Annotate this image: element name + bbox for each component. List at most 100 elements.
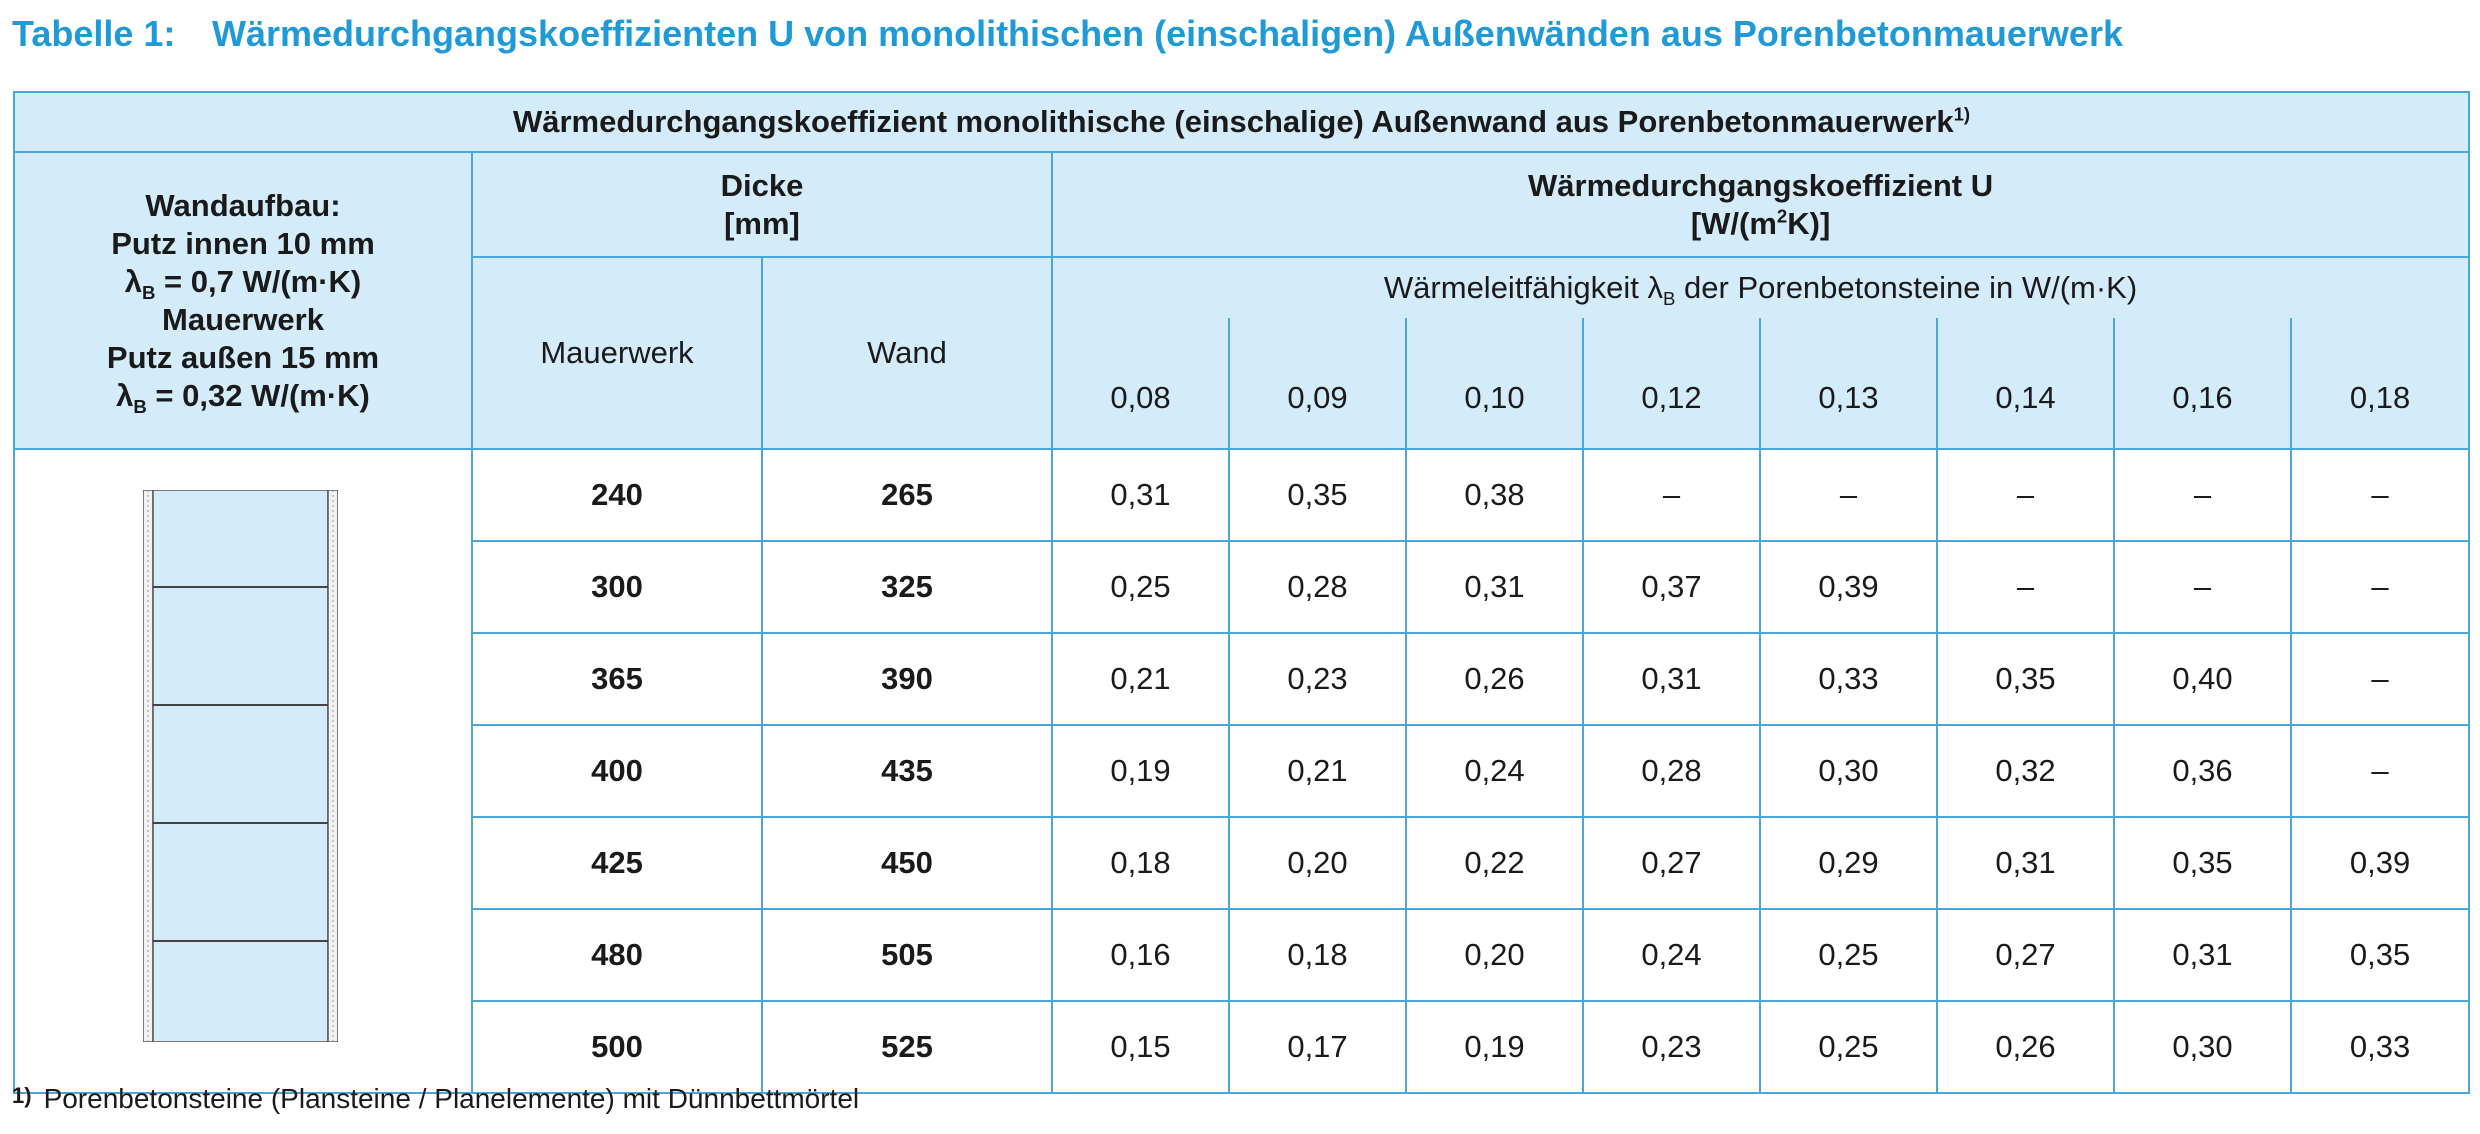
lambda-value-header: 0,12 xyxy=(1582,318,1761,450)
cell-u-value: 0,22 xyxy=(1405,816,1584,910)
lambda-header: Wärmeleitfähigkeit λB der Porenbetonstei… xyxy=(1050,256,2471,318)
cell-mauerwerk: 480 xyxy=(471,908,763,1002)
table-row: 300 325 0,25 0,28 0,31 0,37 0,39– – – xyxy=(14,540,2471,634)
lambda-value-header: 0,09 xyxy=(1228,318,1407,450)
cell-u-value: 0,25 xyxy=(1759,1000,1938,1094)
cell-u-value: 0,20 xyxy=(1405,908,1584,1002)
cell-mauerwerk: 365 xyxy=(471,632,763,726)
table-row: 500 525 0,15 0,17 0,19 0,23 0,25 0,26 0,30 0,33 xyxy=(14,1000,2471,1094)
u-header-label: Wärmedurchgangskoeffizient U xyxy=(1528,167,1994,203)
cell-mauerwerk: 425 xyxy=(471,816,763,910)
cell-u-value: 0,21 xyxy=(1228,724,1407,818)
cell-u-value: 0,38 xyxy=(1405,448,1584,542)
cell-u-value: 0,35 xyxy=(1936,632,2115,726)
lambda-value-header: 0,16 xyxy=(2113,318,2292,450)
cell-u-value: 0,26 xyxy=(1936,1000,2115,1094)
cell-u-value: 0,36 xyxy=(2113,724,2292,818)
cell-u-value: – xyxy=(1936,448,2115,542)
cell-u-value: 0,35 xyxy=(2289,908,2471,1002)
caption-number: Tabelle 1: xyxy=(12,13,176,54)
cell-u-value: 0,40 xyxy=(2113,632,2292,726)
cell-wand: 505 xyxy=(761,908,1053,1002)
cell-u-value: – xyxy=(2113,448,2292,542)
cell-u-value: 0,39 xyxy=(2289,816,2471,910)
footnote-mark: 1) xyxy=(12,1083,32,1108)
cell-u-value: 0,27 xyxy=(1936,908,2115,1002)
dicke-unit: [mm] xyxy=(724,205,800,241)
cell-u-value: 0,30 xyxy=(2113,1000,2292,1094)
cell-u-value: – xyxy=(1582,448,1761,542)
wandaufbau-header: Wandaufbau: Putz innen 10 mm λB = 0,7 W/… xyxy=(13,151,473,450)
cell-u-value: 0,16 xyxy=(1051,908,1230,1002)
cell-u-value: – xyxy=(2289,448,2471,542)
cell-u-value: 0,31 xyxy=(1582,632,1761,726)
lambda-value-header: 0,18 xyxy=(2289,318,2471,450)
cell-wand: 390 xyxy=(761,632,1053,726)
footnote: 1) Porenbetonsteine (Plansteine / Planele… xyxy=(12,1083,859,1115)
cell-u-value: 0,35 xyxy=(2113,816,2292,910)
cell-u-value: 0,33 xyxy=(1759,632,1938,726)
wandaufbau-label: Wandaufbau: xyxy=(145,187,341,223)
table-row: 400 435 0,19 0,21 0,24 0,28 0,30 0,32 0,36– xyxy=(14,724,2471,818)
cell-wand: 525 xyxy=(761,1000,1053,1094)
table-caption: Tabelle 1: Wärmedurchgangskoeffizienten U… xyxy=(12,6,2123,62)
cell-u-value: 0,25 xyxy=(1759,908,1938,1002)
cell-mauerwerk: 240 xyxy=(471,448,763,542)
cell-u-value: 0,31 xyxy=(1405,540,1584,634)
cell-u-value: 0,31 xyxy=(1936,816,2115,910)
cell-u-value: 0,35 xyxy=(1228,448,1407,542)
footnote-text: Porenbetonsteine (Plansteine / Planeleme… xyxy=(43,1083,860,1114)
cell-wand: 450 xyxy=(761,816,1053,910)
cell-u-value: 0,18 xyxy=(1228,908,1407,1002)
cell-u-value: 0,37 xyxy=(1582,540,1761,634)
cell-u-value: 0,23 xyxy=(1228,632,1407,726)
table-row: 365 390 0,21 0,23 0,26 0,31 0,33 0,35 0,40– xyxy=(14,632,2471,726)
cell-u-value: 0,28 xyxy=(1228,540,1407,634)
cell-u-value: 0,19 xyxy=(1051,724,1230,818)
cell-u-value: 0,25 xyxy=(1051,540,1230,634)
cell-u-value: 0,33 xyxy=(2289,1000,2471,1094)
cell-u-value: 0,29 xyxy=(1759,816,1938,910)
cell-u-value: 0,15 xyxy=(1051,1000,1230,1094)
table-row: 240 265 0,31 0,35 0,38– – – – – xyxy=(13,448,2471,1094)
lambda-value-header: 0,08 xyxy=(1051,318,1230,450)
cell-u-value: – xyxy=(1759,448,1938,542)
cell-u-value: 0,39 xyxy=(1759,540,1938,634)
cell-u-value: 0,23 xyxy=(1582,1000,1761,1094)
cell-mauerwerk: 300 xyxy=(471,540,763,634)
dicke-label: Dicke xyxy=(720,167,804,203)
cell-u-value: 0,17 xyxy=(1228,1000,1407,1094)
table-row: 425 450 0,18 0,20 0,22 0,27 0,29 0,31 0,35 0,39 xyxy=(14,816,2471,910)
putz-aussen-label: Putz außen 15 mm xyxy=(106,339,380,375)
lambda-outer: λB = 0,32 W/(m·K) xyxy=(116,377,370,417)
caption-title: Wärmedurchgangskoeffizienten U von monol… xyxy=(212,13,2123,54)
table-row: 480 505 0,16 0,18 0,20 0,24 0,25 0,27 0,31 0,35 xyxy=(14,908,2471,1002)
cell-u-value: – xyxy=(1936,540,2115,634)
cell-wand: 435 xyxy=(761,724,1053,818)
cell-u-value: 0,24 xyxy=(1405,724,1584,818)
cell-u-value: 0,24 xyxy=(1582,908,1761,1002)
mauerwerk-label: Mauerwerk xyxy=(162,301,324,337)
col-mauerwerk-header: Mauerwerk xyxy=(471,256,763,450)
cell-u-value: – xyxy=(2289,632,2471,726)
cell-u-value: 0,26 xyxy=(1405,632,1584,726)
lambda-inner: λB = 0,7 W/(m·K) xyxy=(124,263,362,303)
cell-u-value: 0,19 xyxy=(1405,1000,1584,1094)
cell-mauerwerk: 400 xyxy=(471,724,763,818)
wall-diagram-cell xyxy=(13,448,473,1094)
u-header: Wärmedurchgangskoeffizient U [W/(m2K)] xyxy=(1050,151,2471,258)
cell-u-value: 0,30 xyxy=(1759,724,1938,818)
cell-u-value: 0,28 xyxy=(1582,724,1761,818)
u-header-unit: [W/(m2K)] xyxy=(1690,205,1831,241)
lambda-value-header: 0,14 xyxy=(1936,318,2115,450)
lambda-value-header: 0,13 xyxy=(1759,318,1938,450)
cell-u-value: – xyxy=(2289,724,2471,818)
cell-u-value: 0,18 xyxy=(1051,816,1230,910)
putz-innen-label: Putz innen 10 mm xyxy=(111,225,375,261)
cell-wand: 265 xyxy=(761,448,1053,542)
col-wand-header: Wand xyxy=(761,256,1053,450)
cell-u-value: – xyxy=(2289,540,2471,634)
cell-u-value: 0,21 xyxy=(1051,632,1230,726)
cell-wand: 325 xyxy=(761,540,1053,634)
cell-mauerwerk: 500 xyxy=(471,1000,763,1094)
